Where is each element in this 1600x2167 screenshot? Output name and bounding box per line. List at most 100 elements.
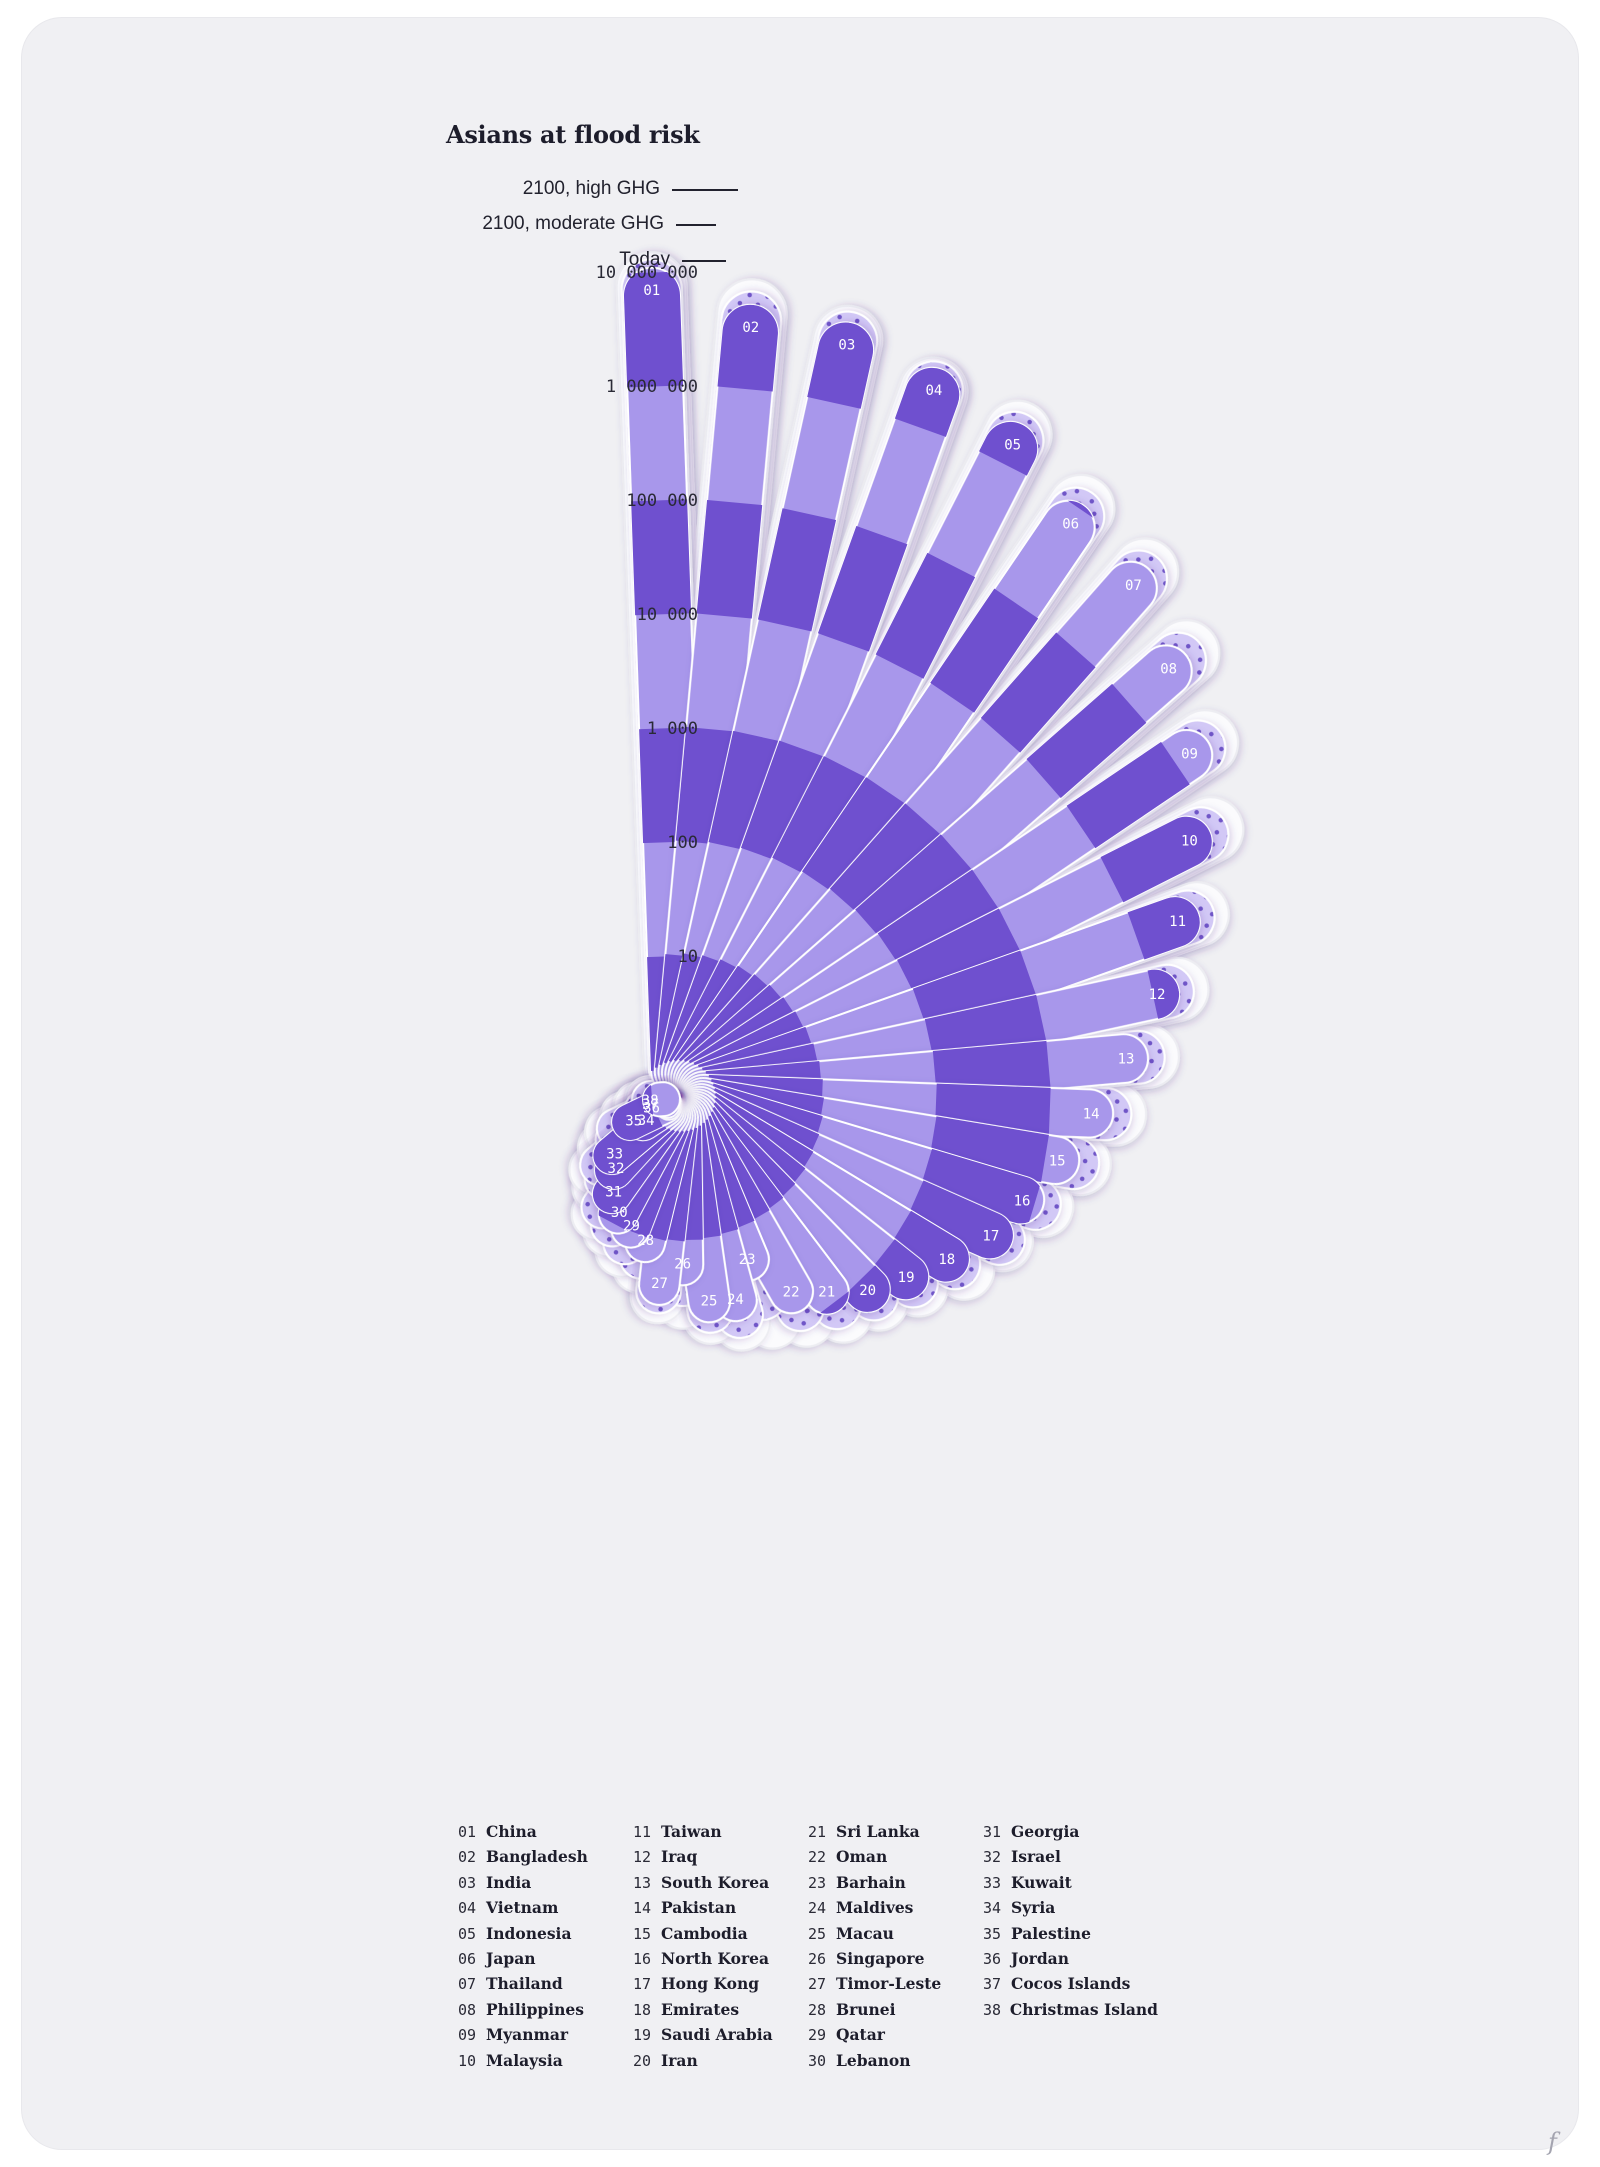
scenario-line-moderate [676,224,716,226]
legend-number: 11 [633,1823,652,1841]
legend-number: 37 [983,1975,1002,1994]
legend-item-09: 09 Myanmar [458,2025,633,2050]
band-02-4 [695,499,764,619]
legend-country-name: Kuwait [1011,1872,1072,1892]
axis-tick-label-6: 10 000 000 [596,263,698,283]
bar-label-33: 33 [606,1146,623,1162]
legend-item-20: 20 Iran [633,2051,808,2076]
band-06-4 [929,588,1040,714]
bar-label-29: 29 [623,1219,640,1235]
legend-item-07: 07 Thailand [458,1974,633,1999]
legend-number: 26 [808,1949,827,1968]
legend-item-06: 06 Japan [458,1949,633,1974]
legend-number: 27 [808,1975,827,1994]
band-05-2 [771,755,873,883]
band-08-2 [854,833,976,950]
legend-country-name: Timor-Leste [836,1974,942,1994]
legend-item-33: 33 Kuwait [983,1873,1158,1898]
legend-number: 19 [633,2026,652,2045]
bar-label-13: 13 [1118,1051,1135,1067]
legend-number: 16 [633,1949,652,1968]
legend-number: 05 [458,1924,477,1943]
legend-item-30: 30 Lebanon [808,2051,983,2076]
bar-label-23: 23 [739,1252,756,1268]
legend-country-name: Lebanon [836,2050,911,2070]
scenario-line-today [682,260,726,262]
legend-number: 32 [983,1848,1002,1867]
legend-country-name: Malaysia [486,2050,563,2070]
legend-country-name: India [486,1872,532,1892]
legend-item-17: 17 Hong Kong [633,1974,808,1999]
band-20-2 [842,1264,900,1322]
legend-item-31: 31 Georgia [983,1822,1158,1847]
legend-item-22: 22 Oman [808,1847,983,1872]
bar-label-35: 35 [625,1113,642,1129]
band-08-4 [1025,683,1148,799]
legend-item-32: 32 Israel [983,1847,1158,1872]
band-03-6 [806,317,879,409]
legend-number: 17 [633,1975,652,1994]
band-05-6 [978,412,1047,477]
bar-label-34: 34 [638,1113,655,1129]
axis-tick-label-4: 100 000 [626,491,698,511]
legend-number: 29 [808,2026,827,2045]
legend-country-name: Japan [486,1948,536,1968]
legend-item-36: 36 Jordan [983,1949,1158,1974]
band-09-4 [1066,741,1191,850]
legend-item-02: 02 Bangladesh [458,1847,633,1872]
bar-today-38 [641,1081,682,1118]
bar-label-20: 20 [859,1283,876,1299]
legend-number: 01 [458,1823,477,1841]
legend-number: 21 [808,1823,827,1841]
legend-item-23: 23 Barhain [808,1873,983,1898]
bar-label-28: 28 [637,1233,654,1249]
band-04-4 [816,525,909,652]
band-17-2 [904,1179,1021,1266]
legend-number: 03 [458,1873,477,1892]
bar-label-09: 09 [1181,747,1198,763]
legend-number: 09 [458,2026,477,2045]
bar-label-11: 11 [1169,914,1186,930]
legend-item-21: 21 Sri Lanka [808,1822,983,1847]
scenario-line-high [672,189,738,191]
legend-item-12: 12 Iraq [633,1847,808,1872]
legend-item-03: 03 India [458,1873,633,1898]
legend-item-29: 29 Qatar [808,2025,983,2050]
bar-label-27: 27 [651,1276,668,1292]
legend-number: 12 [633,1848,652,1867]
bar-label-37: 37 [642,1097,659,1113]
bar-label-06: 06 [1062,517,1079,533]
axis-tick-label-0: 10 [678,947,698,967]
legend-country-name: Pakistan [661,1898,737,1918]
band-07-2 [829,802,946,925]
legend-item-26: 26 Singapore [808,1949,983,1974]
legend-number: 34 [983,1899,1002,1918]
bar-label-16: 16 [1014,1193,1031,1209]
bar-label-21: 21 [818,1285,835,1301]
bar-label-07: 07 [1125,578,1142,594]
legend-number: 24 [808,1899,827,1918]
legend-number: 10 [458,2051,477,2070]
band-10-2 [896,907,1023,1007]
legend-item-05: 05 Indonesia [458,1924,633,1949]
bar-label-22: 22 [783,1284,800,1300]
legend-number: 36 [983,1949,1002,1968]
bar-label-24: 24 [727,1292,744,1308]
legend-country-name: Syria [1011,1898,1056,1918]
legend-number: 20 [633,2051,652,2070]
legend-number: 13 [633,1873,652,1892]
legend-country-name: Jordan [1011,1948,1069,1968]
legend-country-name: Palestine [1011,1923,1091,1943]
legend-number: 28 [808,2000,827,2019]
legend-number: 38 [983,2000,1002,2019]
axis-tick-label-3: 10 000 [637,605,698,625]
legend-country-name: Philippines [486,1999,585,2019]
legend-item-04: 04 Vietnam [458,1898,633,1923]
legend-country-name: Iraq [661,1847,698,1867]
scenario-label-moderate: 2100, moderate GHG [482,213,664,234]
legend-country-name: Brunei [836,1999,896,2019]
bar-label-04: 04 [925,383,942,399]
band-02-6 [716,302,781,392]
band-07-4 [980,631,1097,754]
